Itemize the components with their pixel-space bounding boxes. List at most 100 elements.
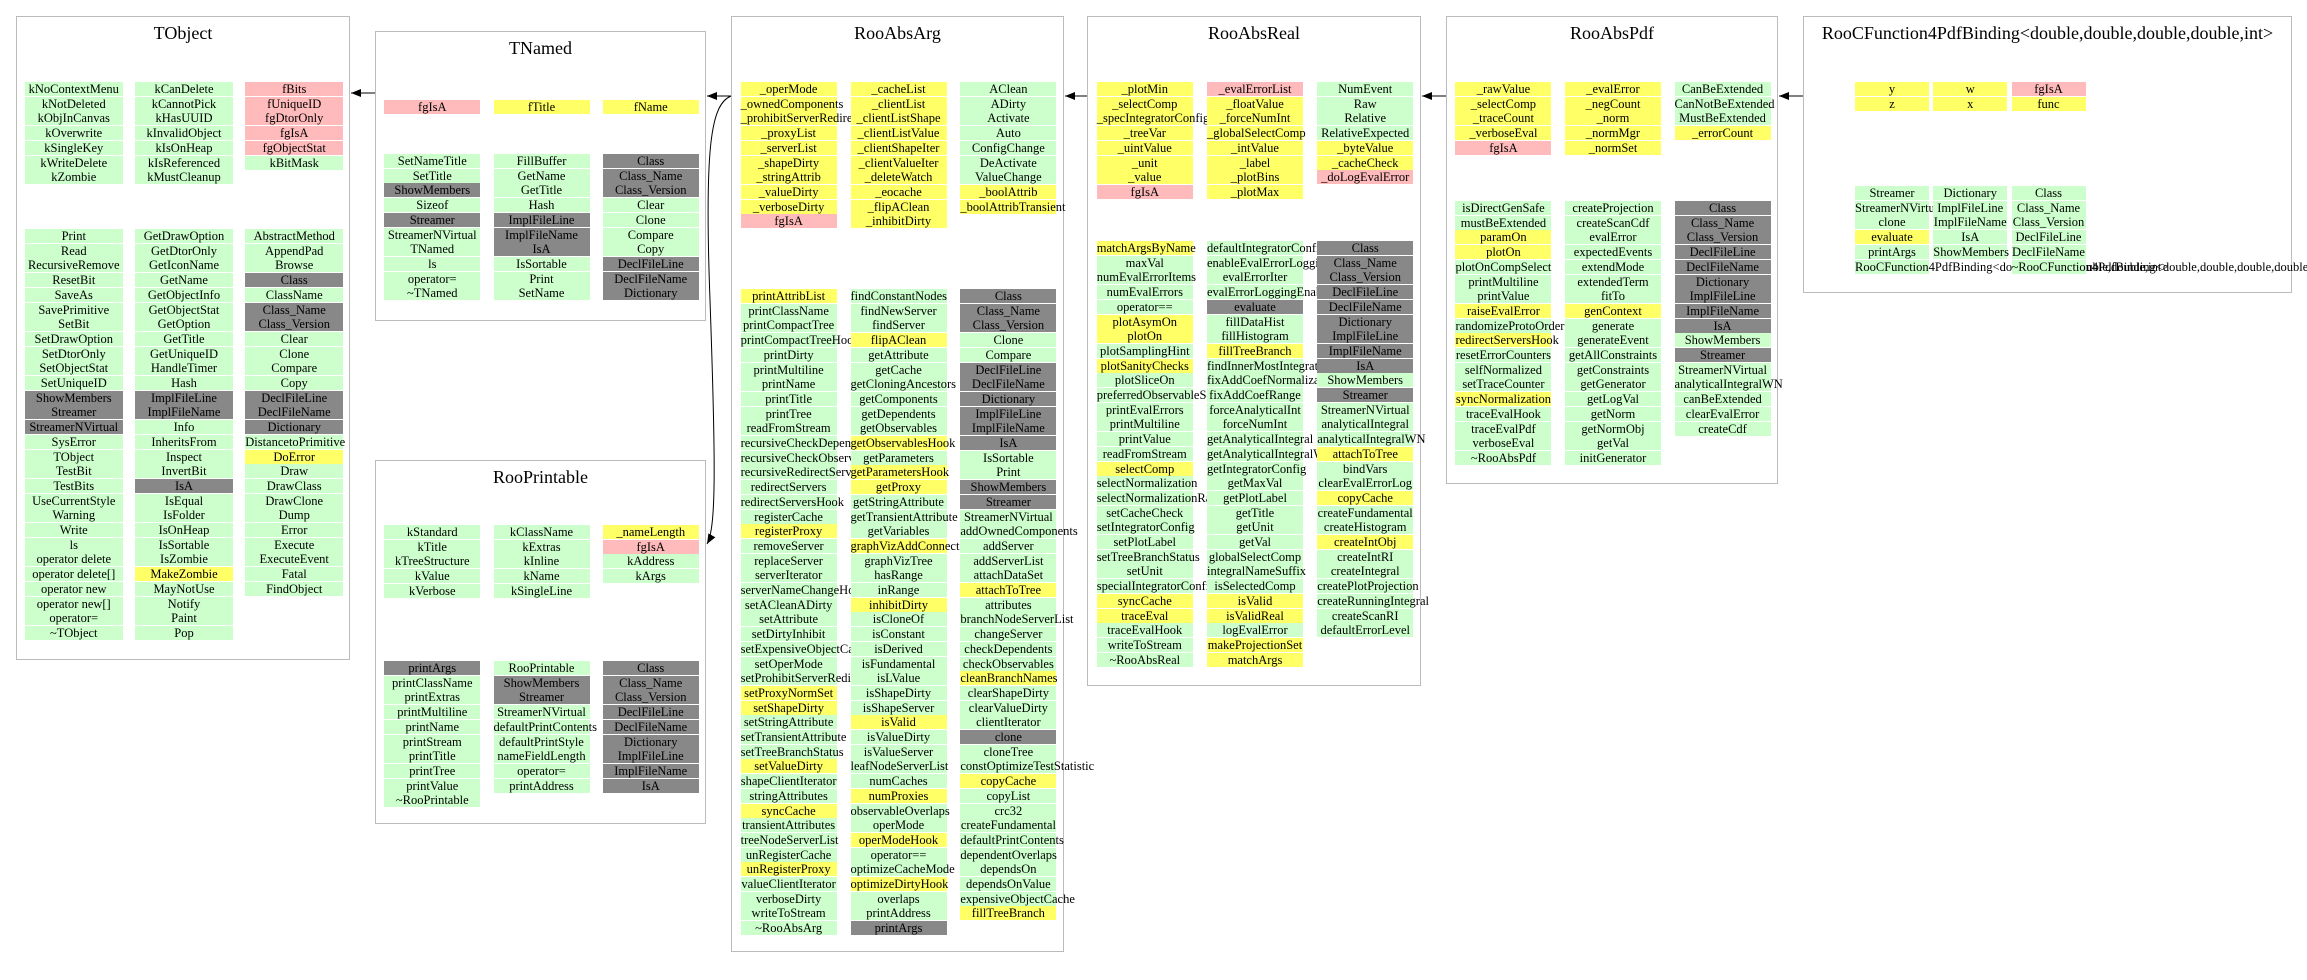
member: attachToTree <box>960 583 1057 597</box>
member: getProxy <box>850 480 947 495</box>
member: printArgs <box>384 661 481 675</box>
member: createFundamental <box>960 818 1057 833</box>
member: CanBeExtended <box>1674 82 1771 96</box>
member: operator= <box>24 611 123 626</box>
member: unRegisterCache <box>740 847 837 862</box>
member: CanNotBeExtended <box>1674 96 1775 111</box>
member: TNamed <box>384 242 481 257</box>
member: Class_Name <box>1317 255 1414 270</box>
member: serverNameChangeHook <box>740 583 867 597</box>
class-title: TNamed <box>509 38 572 58</box>
member: printAddress <box>493 778 590 793</box>
member: kArgs <box>602 569 699 584</box>
member: Class <box>602 661 699 675</box>
member: createPlotProjection <box>1317 579 1419 594</box>
member: getTitle <box>1207 505 1303 520</box>
member: Class_Name <box>1674 215 1771 230</box>
member: GetDrawOption <box>135 229 233 243</box>
member: isFundamental <box>850 656 947 671</box>
member: evalErrorLoggingEnabled <box>1207 285 1338 300</box>
member: isDirectGenSafe <box>1455 201 1552 215</box>
member: StreamerNVirtual <box>1674 362 1771 377</box>
member: Paint <box>135 611 233 626</box>
member: DeclFileLine <box>245 390 344 405</box>
member: optimizeCacheMode <box>850 862 955 877</box>
member: setOperMode <box>740 656 837 671</box>
member: treeNodeServerList <box>740 832 839 847</box>
member: IsA <box>1933 230 2008 245</box>
member: GetOption <box>135 317 233 332</box>
member: DeclFileLine <box>602 256 699 271</box>
member: ShowMembers <box>1674 333 1771 348</box>
member: Clear <box>245 331 344 346</box>
member: getParameters <box>850 450 947 465</box>
member: getIntegratorConfig <box>1207 461 1307 476</box>
member: Hash <box>135 376 233 390</box>
member: StreamerNVirtual <box>493 705 590 720</box>
member: Class_Name <box>960 303 1057 318</box>
member: DeclFileName <box>602 719 699 734</box>
member: paramOn <box>1455 230 1552 245</box>
member: inhibitDirty <box>850 597 947 612</box>
member: GetObjectStat <box>135 302 233 317</box>
member: kTreeStructure <box>384 554 481 569</box>
member: fgIsA <box>1096 184 1193 199</box>
member: AbstractMethod <box>245 229 344 243</box>
member: _ownedComponents <box>740 96 844 111</box>
member: Auto <box>960 126 1057 141</box>
member: kClassName <box>493 525 590 539</box>
member: SetBit <box>24 317 123 332</box>
member: Class <box>602 154 699 168</box>
member: GetName <box>135 273 233 288</box>
member: Compare <box>245 361 344 376</box>
member: DeclFileName <box>1317 299 1414 314</box>
member: numEvalErrors <box>1096 285 1193 300</box>
member: selectNormalizationRange <box>1096 490 1230 505</box>
member: ImplFileName <box>602 763 699 778</box>
member: logEvalError <box>1207 623 1303 638</box>
member: _uintValue <box>1096 140 1193 155</box>
member: specialIntegratorConfig <box>1096 579 1216 594</box>
member: StreamerNVirtual <box>1855 200 1944 215</box>
member: DrawClone <box>245 493 344 508</box>
member: getObservables <box>850 421 947 436</box>
member: clearEvalError <box>1674 406 1771 421</box>
member: Dump <box>245 508 344 523</box>
member: addServer <box>960 538 1057 553</box>
member: printName <box>384 719 481 734</box>
member: plotOnCompSelect <box>1455 259 1552 274</box>
member: getPlotLabel <box>1207 490 1303 505</box>
member: GetIconName <box>135 258 233 273</box>
member: setUnit <box>1096 564 1193 579</box>
member: copyCache <box>960 774 1057 789</box>
member: kNotDeleted <box>24 96 123 111</box>
member: _traceCount <box>1455 111 1552 126</box>
member: DeclFileName <box>245 405 344 420</box>
member: GetTitle <box>493 183 590 198</box>
member: stringAttributes <box>740 788 837 803</box>
member: printAttribList <box>740 289 837 303</box>
member: ~RooAbsReal <box>1096 652 1193 667</box>
member: ~TObject <box>24 625 123 640</box>
member: GetTitle <box>135 331 233 346</box>
member: Hash <box>493 198 590 213</box>
member: operModeHook <box>850 832 947 847</box>
member: GetDtorOnly <box>135 243 233 258</box>
member: _boolAttrib <box>960 184 1057 199</box>
member: HandleTimer <box>135 361 233 376</box>
member: valueClientIterator <box>740 877 837 891</box>
member: Class_Name <box>602 675 699 690</box>
member: kAddress <box>602 554 699 569</box>
member: _doLogEvalError <box>1317 170 1414 185</box>
member: recursiveCheckObservables <box>740 450 881 465</box>
member: DeclFileName <box>2011 244 2086 259</box>
member: Streamer <box>1674 348 1771 362</box>
member: evaluate <box>1855 230 1930 245</box>
member: hasRange <box>850 568 947 583</box>
member: _cacheCheck <box>1317 155 1414 170</box>
member: generateEvent <box>1565 333 1661 348</box>
member: setValueDirty <box>740 759 837 774</box>
member: changeServer <box>960 627 1057 642</box>
member: getCloningAncestors <box>850 377 957 392</box>
member: setACleanADirty <box>740 597 837 612</box>
